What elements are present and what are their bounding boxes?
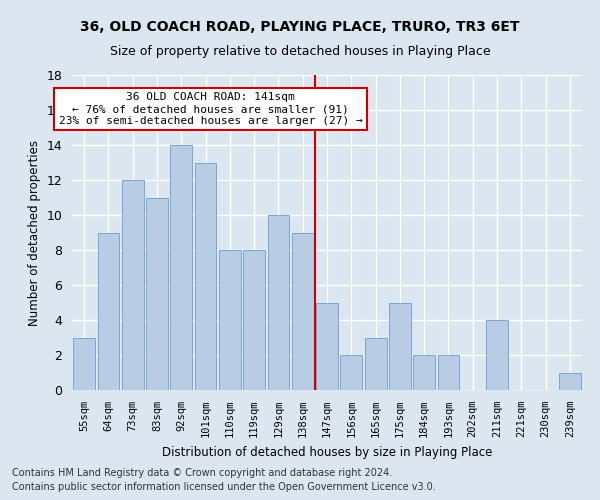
Bar <box>243 250 265 390</box>
Text: Size of property relative to detached houses in Playing Place: Size of property relative to detached ho… <box>110 45 490 58</box>
Text: Contains HM Land Registry data © Crown copyright and database right 2024.: Contains HM Land Registry data © Crown c… <box>12 468 392 477</box>
Bar <box>292 232 314 390</box>
Bar <box>219 250 241 390</box>
Bar <box>146 198 168 390</box>
Bar <box>437 355 460 390</box>
Bar <box>413 355 435 390</box>
Bar <box>122 180 143 390</box>
Text: Contains public sector information licensed under the Open Government Licence v3: Contains public sector information licen… <box>12 482 436 492</box>
Bar <box>268 215 289 390</box>
Bar <box>365 338 386 390</box>
X-axis label: Distribution of detached houses by size in Playing Place: Distribution of detached houses by size … <box>162 446 492 458</box>
Bar <box>194 162 217 390</box>
Y-axis label: Number of detached properties: Number of detached properties <box>28 140 41 326</box>
Text: 36 OLD COACH ROAD: 141sqm
← 76% of detached houses are smaller (91)
23% of semi-: 36 OLD COACH ROAD: 141sqm ← 76% of detac… <box>59 92 362 126</box>
Text: 36, OLD COACH ROAD, PLAYING PLACE, TRURO, TR3 6ET: 36, OLD COACH ROAD, PLAYING PLACE, TRURO… <box>80 20 520 34</box>
Bar <box>486 320 508 390</box>
Bar <box>559 372 581 390</box>
Bar <box>170 145 192 390</box>
Bar <box>316 302 338 390</box>
Bar <box>97 232 119 390</box>
Bar <box>340 355 362 390</box>
Bar <box>73 338 95 390</box>
Bar <box>389 302 411 390</box>
